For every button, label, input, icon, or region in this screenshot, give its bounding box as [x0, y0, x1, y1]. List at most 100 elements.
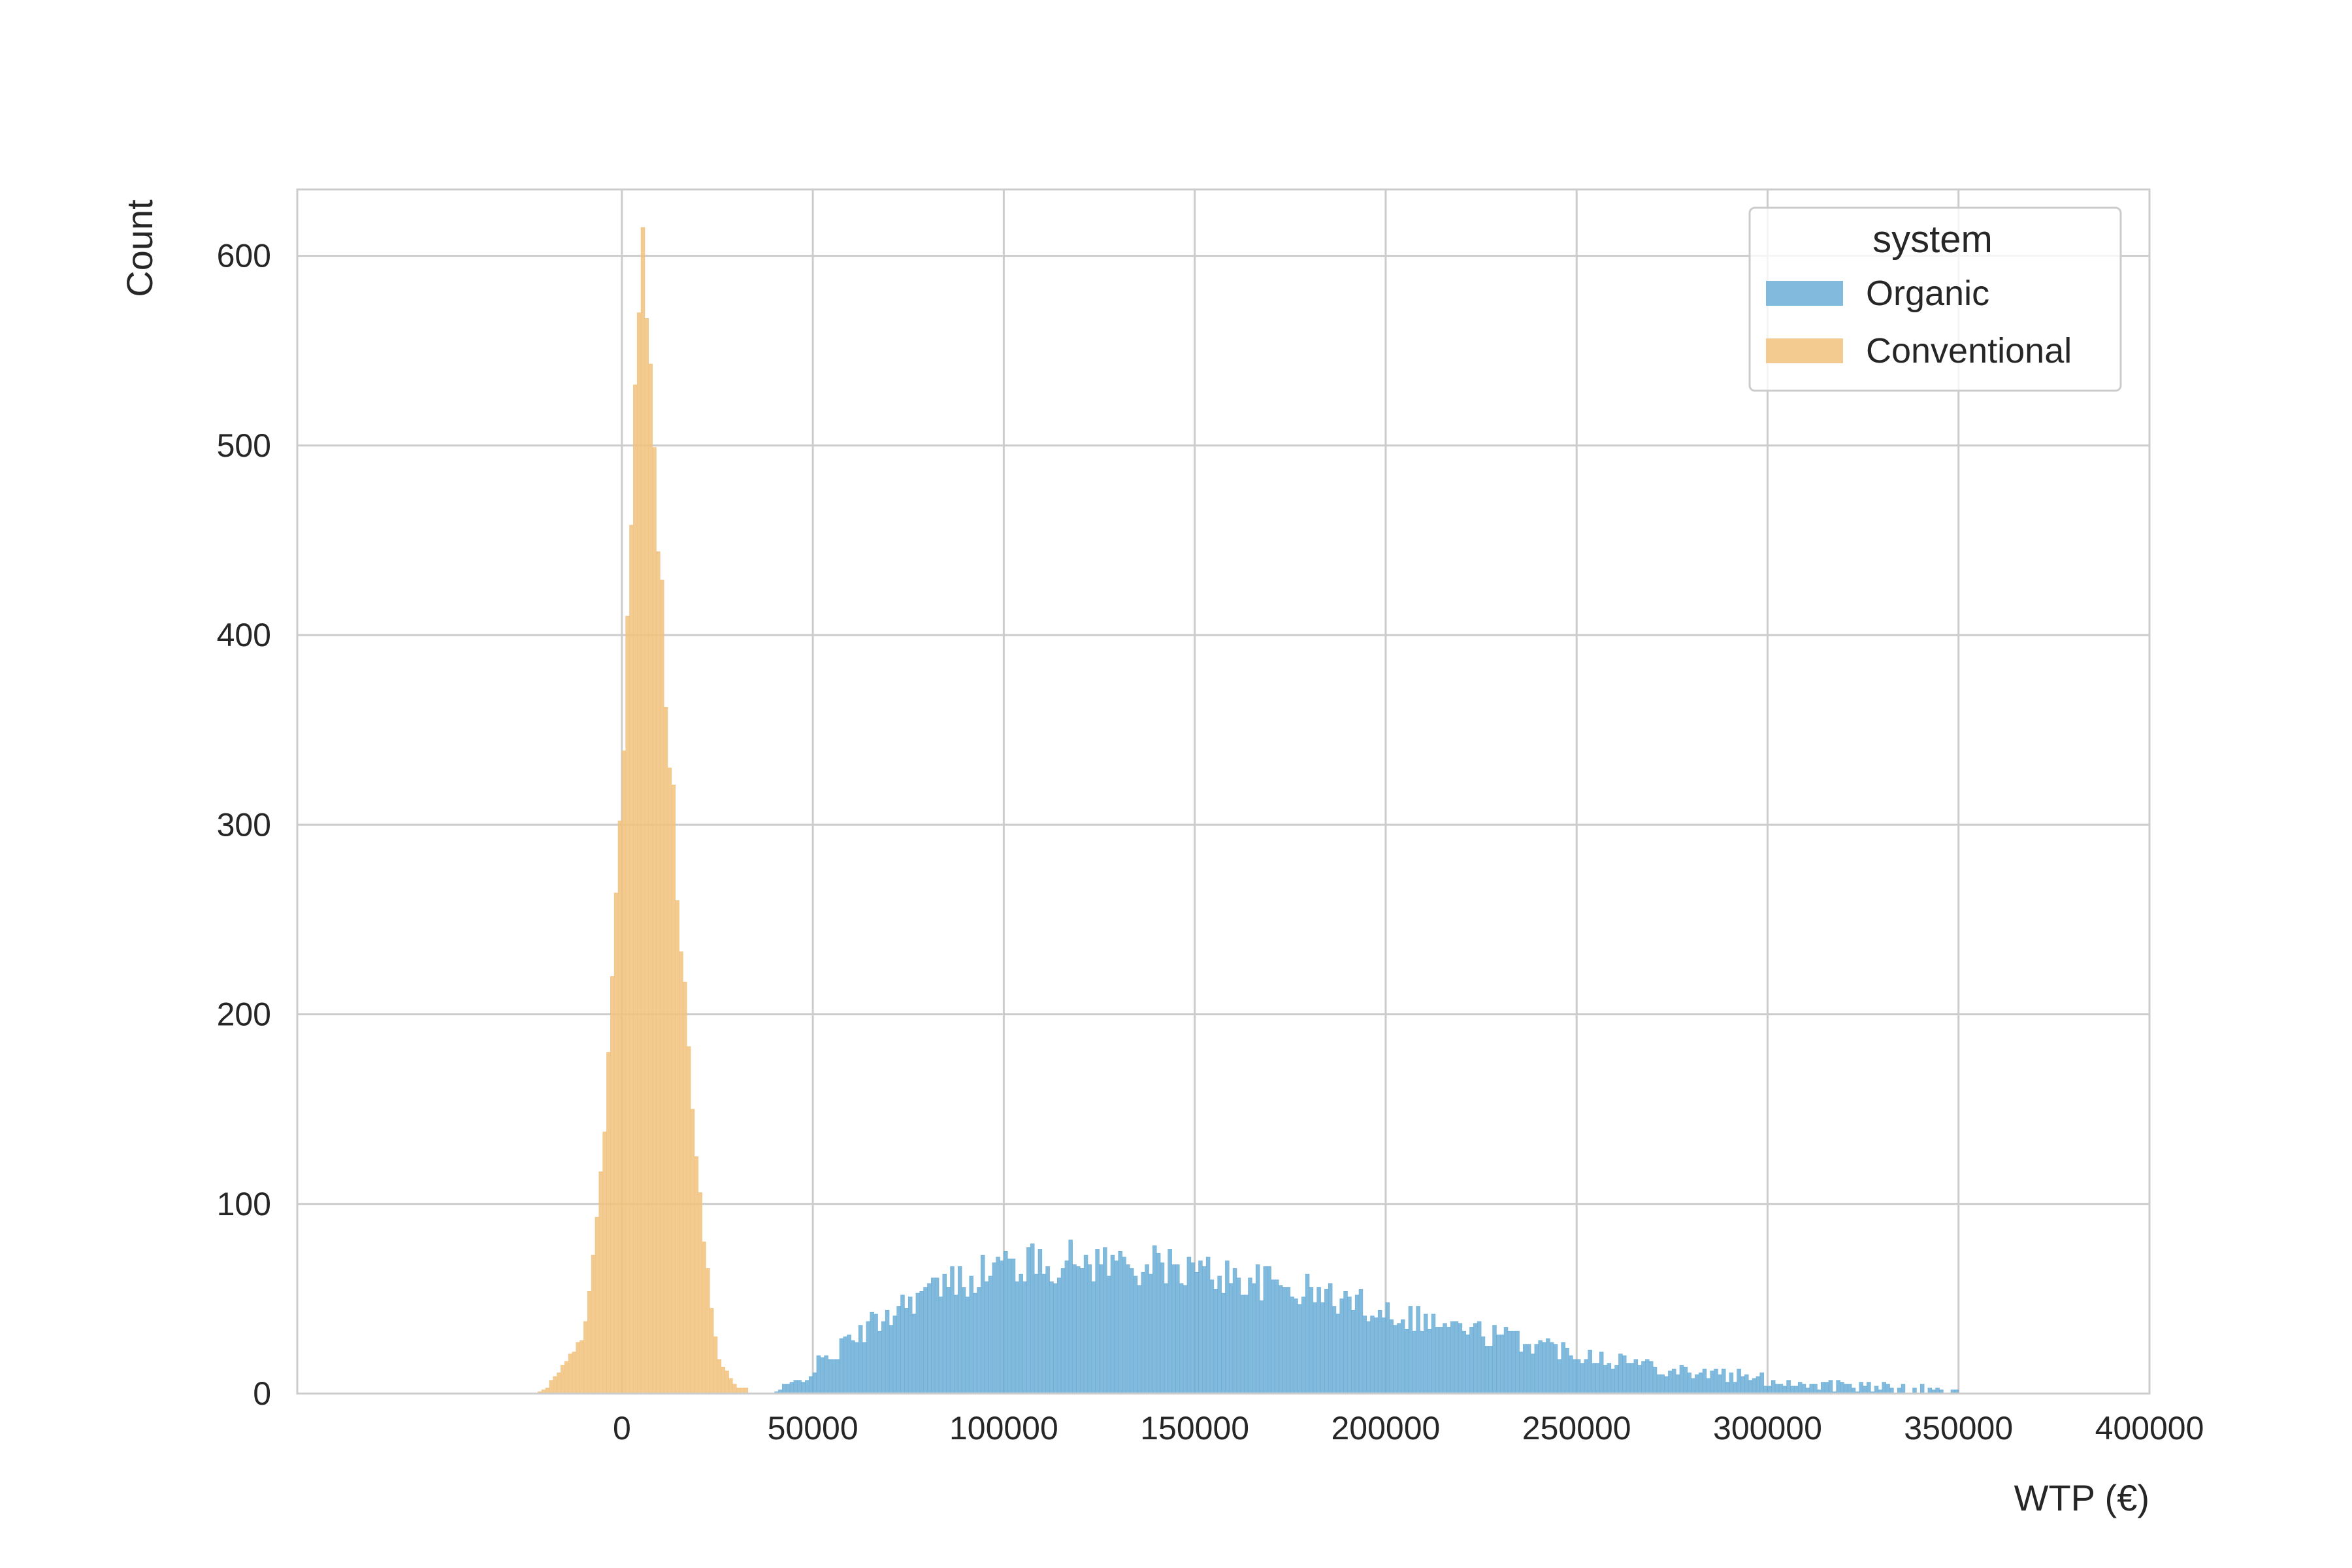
bar-organic	[1840, 1382, 1844, 1394]
bar-organic	[1801, 1384, 1806, 1394]
bar-organic	[996, 1256, 1000, 1394]
bar-organic	[1030, 1243, 1035, 1394]
x-tick-label-6: 300000	[1713, 1410, 1822, 1446]
bar-organic	[1420, 1330, 1424, 1394]
bar-organic	[1087, 1264, 1092, 1394]
bar-organic	[1469, 1327, 1474, 1394]
bar-organic	[1824, 1382, 1829, 1394]
bar-conventional	[713, 1336, 718, 1394]
bar-conventional	[598, 1171, 603, 1394]
bar-organic	[866, 1321, 871, 1394]
bar-conventional	[721, 1367, 725, 1394]
bar-organic	[1679, 1365, 1684, 1394]
bar-organic	[1706, 1378, 1711, 1394]
bar-organic	[1072, 1264, 1077, 1394]
bar-organic	[1863, 1386, 1867, 1394]
bar-organic	[1698, 1372, 1703, 1394]
bar-organic	[1580, 1363, 1585, 1394]
x-tick-label-0: 0	[613, 1410, 631, 1446]
bar-conventional	[725, 1370, 729, 1394]
bar-organic	[1844, 1384, 1848, 1394]
bar-organic	[1867, 1382, 1871, 1394]
bar-organic	[812, 1372, 817, 1394]
bar-conventional	[629, 525, 634, 1394]
bar-conventional	[732, 1384, 737, 1394]
bar-organic	[988, 1275, 993, 1394]
bar-organic	[1240, 1294, 1245, 1394]
bar-organic	[847, 1334, 851, 1394]
x-tick-label-5: 250000	[1522, 1410, 1631, 1446]
bar-organic	[1538, 1340, 1543, 1394]
conventional-bars	[537, 227, 749, 1394]
bar-organic	[1377, 1309, 1382, 1394]
bar-organic	[1034, 1273, 1039, 1394]
bar-organic	[1584, 1359, 1589, 1394]
bar-organic	[915, 1292, 921, 1394]
bar-organic	[1007, 1258, 1012, 1394]
bar-organic	[1756, 1376, 1761, 1394]
bar-organic	[1614, 1365, 1619, 1394]
bar-organic	[1412, 1330, 1416, 1394]
bar-organic	[1015, 1281, 1020, 1394]
bar-conventional	[625, 615, 630, 1394]
bar-conventional	[591, 1254, 596, 1394]
bar-organic	[1393, 1325, 1397, 1394]
bar-organic	[1056, 1277, 1062, 1394]
bar-organic	[1209, 1279, 1215, 1394]
bar-conventional	[617, 821, 623, 1394]
bar-organic	[1045, 1266, 1050, 1394]
bar-organic	[1637, 1365, 1642, 1394]
bar-organic	[1424, 1313, 1428, 1394]
bar-organic	[885, 1309, 890, 1394]
bar-conventional	[613, 892, 619, 1394]
bar-organic	[797, 1380, 802, 1394]
bar-organic	[1683, 1367, 1688, 1394]
bar-organic	[1748, 1380, 1753, 1394]
bar-organic	[1599, 1351, 1604, 1394]
bar-organic	[1198, 1260, 1203, 1394]
bar-organic	[1553, 1344, 1558, 1394]
bar-organic	[1774, 1384, 1780, 1394]
bar-conventional	[686, 1046, 691, 1394]
bar-organic	[1656, 1374, 1661, 1394]
bar-organic	[1232, 1268, 1237, 1394]
bar-organic	[1248, 1277, 1252, 1394]
bar-organic	[1722, 1368, 1726, 1394]
bar-organic	[1714, 1368, 1718, 1394]
x-tick-label-1: 50000	[768, 1410, 858, 1446]
bar-organic	[1629, 1363, 1635, 1394]
bar-organic	[1122, 1256, 1126, 1394]
bar-organic	[1011, 1258, 1016, 1394]
bar-organic	[862, 1342, 867, 1394]
bar-organic	[1668, 1370, 1673, 1394]
bar-organic	[1370, 1315, 1375, 1394]
bar-organic	[1477, 1321, 1482, 1394]
bar-organic	[1362, 1315, 1367, 1394]
bar-organic	[1343, 1290, 1348, 1394]
x-axis-label: WTP (€)	[2014, 1477, 2149, 1518]
bar-conventional	[663, 707, 668, 1394]
bar-organic	[911, 1313, 917, 1394]
bar-organic	[1328, 1283, 1333, 1394]
bar-conventional	[595, 1217, 600, 1394]
bar-organic	[828, 1359, 832, 1394]
bar-organic	[1106, 1275, 1111, 1394]
bar-organic	[1309, 1287, 1314, 1394]
bar-organic	[1278, 1285, 1283, 1394]
bar-organic	[1175, 1264, 1180, 1394]
bar-organic	[801, 1382, 806, 1394]
x-tick-label-3: 150000	[1140, 1410, 1249, 1446]
bar-organic	[1404, 1329, 1409, 1394]
bar-organic	[832, 1359, 836, 1394]
bar-organic	[1484, 1346, 1490, 1394]
bar-organic	[1141, 1271, 1145, 1394]
bar-organic	[1695, 1374, 1699, 1394]
bar-organic	[1401, 1319, 1405, 1394]
bar-organic	[1267, 1266, 1271, 1394]
bar-organic	[1473, 1323, 1478, 1394]
bar-organic	[1366, 1321, 1371, 1394]
legend-label-conventional: Conventional	[1866, 331, 2072, 370]
bar-organic	[1183, 1285, 1188, 1394]
bar-organic	[1675, 1374, 1680, 1394]
